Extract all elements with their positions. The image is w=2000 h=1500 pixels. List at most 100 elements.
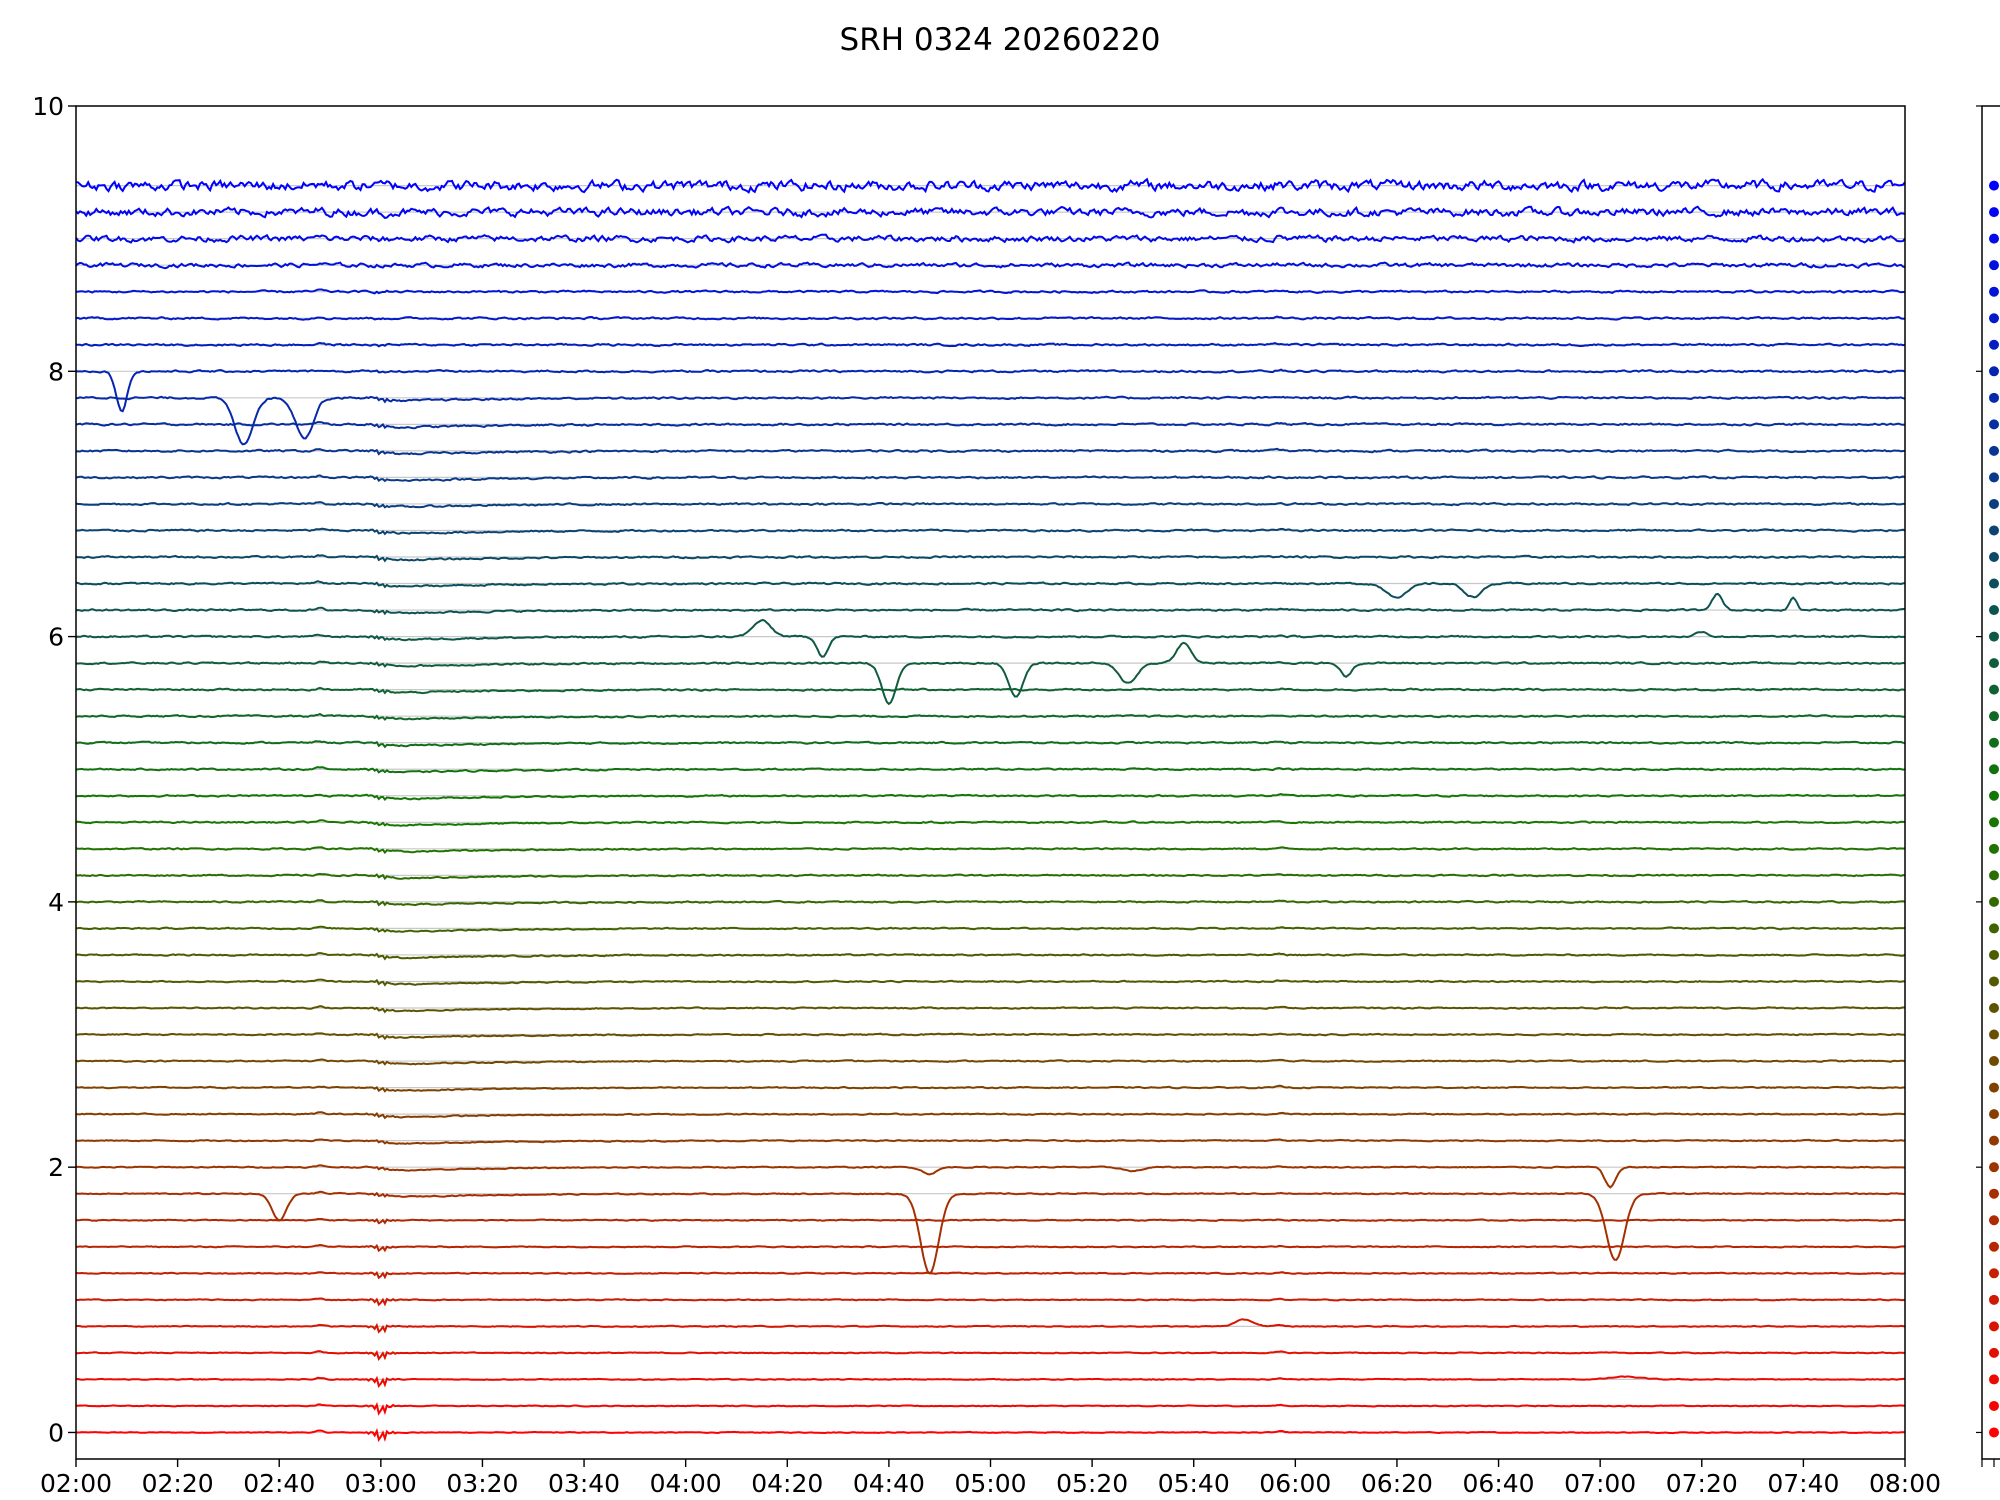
y-tick-label: 4 xyxy=(48,888,64,917)
legend-marker xyxy=(1989,1162,1999,1173)
legend-marker xyxy=(1989,392,1999,403)
channel-trace xyxy=(75,846,1906,855)
x-tick-label: 08:00 xyxy=(1869,1469,1941,1498)
legend-marker xyxy=(1989,445,1999,456)
x-tick-label: 04:20 xyxy=(751,1469,823,1498)
x-tick-label: 03:40 xyxy=(548,1469,620,1498)
legend-marker xyxy=(1989,1268,1999,1279)
x-tick-label: 02:00 xyxy=(40,1469,112,1498)
channel-trace xyxy=(76,447,1905,456)
channel-trace xyxy=(75,925,1906,933)
channel-traces xyxy=(75,177,1906,1443)
x-tick-label: 02:40 xyxy=(243,1469,315,1498)
y-tick-label: 6 xyxy=(48,623,64,652)
channel-trace xyxy=(75,1084,1906,1093)
x-tick-label: 04:40 xyxy=(853,1469,925,1498)
legend-marker xyxy=(1989,684,1999,695)
channel-trace xyxy=(76,341,1906,348)
channel-trace xyxy=(76,641,1906,706)
legend-marker xyxy=(1989,1135,1999,1146)
y-tick-label: 0 xyxy=(48,1418,64,1447)
channel-trace xyxy=(75,686,1906,695)
channel-trace xyxy=(75,740,1906,749)
legend-marker xyxy=(1989,180,1999,191)
channel-trace xyxy=(75,580,1906,599)
channel-trace xyxy=(75,205,1906,219)
chart-title: SRH 0324 20260220 xyxy=(839,22,1161,58)
channel-trace xyxy=(75,1271,1906,1280)
legend-marker xyxy=(1989,843,1999,854)
legend-marker xyxy=(1989,1374,1999,1385)
legend-marker xyxy=(1989,1241,1999,1252)
y-tick-label: 2 xyxy=(48,1153,64,1182)
channel-trace xyxy=(75,819,1905,827)
channel-trace xyxy=(75,368,1906,413)
channel-trace xyxy=(75,233,1906,244)
channel-trace xyxy=(75,978,1906,987)
legend-marker xyxy=(1989,419,1999,430)
legend-marker xyxy=(1989,1056,1999,1067)
legend-marker xyxy=(1989,605,1999,616)
channel-trace xyxy=(75,951,1906,961)
legend-marker xyxy=(1989,207,1999,218)
channel-trace xyxy=(75,618,1906,658)
x-tick-label: 06:40 xyxy=(1463,1469,1535,1498)
legend-marker xyxy=(1989,711,1999,722)
legend-marker xyxy=(1989,1188,1999,1199)
legend-marker xyxy=(1989,525,1999,536)
legend-marker xyxy=(1989,339,1999,350)
channel-trace xyxy=(75,1032,1906,1041)
x-tick-label: 05:20 xyxy=(1056,1469,1128,1498)
legend-marker xyxy=(1989,1109,1999,1120)
legend-marker xyxy=(1989,1347,1999,1358)
legend-marker xyxy=(1989,472,1999,483)
legend-marker xyxy=(1989,1427,1999,1438)
channel-trace xyxy=(75,527,1906,536)
legend-marker xyxy=(1989,552,1999,562)
legend-marker xyxy=(1989,260,1999,271)
channel-trace xyxy=(75,1427,1906,1443)
legend-marker xyxy=(1989,233,1999,244)
legend-marker xyxy=(1989,817,1999,828)
channel-trace xyxy=(75,1005,1906,1014)
channel-trace xyxy=(76,395,1906,446)
legend-marker xyxy=(1989,313,1999,324)
legend-marker xyxy=(1989,1294,1999,1305)
x-tick-label: 05:40 xyxy=(1158,1469,1230,1498)
channel-trace xyxy=(75,315,1906,321)
channel-trace xyxy=(76,1111,1905,1120)
channel-trace xyxy=(75,1401,1906,1416)
channel-trace xyxy=(75,1375,1906,1388)
channel-trace xyxy=(75,1164,1906,1189)
x-tick-label: 02:20 xyxy=(142,1469,214,1498)
axes: 0 2 4 6 8 10 02:00 02:20 02:40 03:00 03:20 03:40 04:… xyxy=(32,92,1941,1498)
legend-marker xyxy=(1989,286,1999,297)
legend-marker xyxy=(1989,1400,1999,1411)
channel-legend xyxy=(1976,105,1999,1467)
channel-trace xyxy=(76,1138,1906,1145)
channel-trace xyxy=(75,554,1906,563)
legend-marker xyxy=(1989,923,1999,934)
legend-marker xyxy=(1989,658,1999,669)
legend-marker xyxy=(1989,764,1999,775)
x-tick-label: 03:00 xyxy=(345,1469,417,1498)
channel-trace xyxy=(75,792,1906,802)
channel-trace xyxy=(75,1058,1906,1066)
legend-marker xyxy=(1989,1321,1999,1332)
channel-trace xyxy=(75,421,1906,430)
legend-marker xyxy=(1989,976,1999,987)
x-tick-label: 07:20 xyxy=(1666,1469,1738,1498)
channel-trace xyxy=(75,177,1906,194)
channel-trace xyxy=(75,1218,1906,1225)
x-tick-label: 07:00 xyxy=(1564,1469,1636,1498)
x-tick-label: 07:40 xyxy=(1767,1469,1839,1498)
legend-marker xyxy=(1989,1082,1999,1093)
legend-marker xyxy=(1989,1029,1999,1040)
channel-trace xyxy=(75,592,1906,616)
channel-trace xyxy=(76,1318,1906,1334)
channel-trace xyxy=(75,712,1906,721)
channel-trace xyxy=(75,766,1906,774)
legend-marker xyxy=(1989,1003,1999,1013)
channel-trace xyxy=(75,1190,1906,1275)
